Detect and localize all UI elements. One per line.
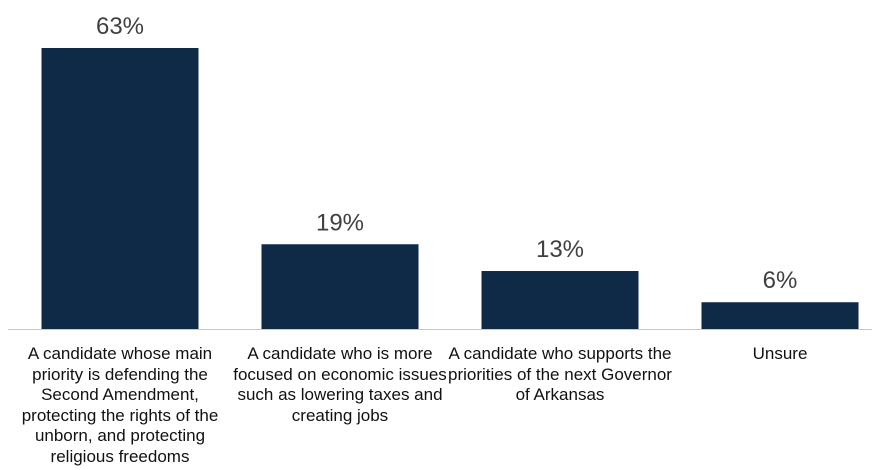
category-label-3: Unsure: [752, 344, 808, 363]
data-label-1: 19%: [316, 209, 364, 236]
data-label-3: 6%: [763, 267, 798, 294]
bar-1: [261, 244, 419, 329]
data-label-2: 13%: [536, 236, 584, 263]
category-label-0: A candidate whose main priority is defen…: [21, 344, 219, 466]
bar-0: [41, 48, 199, 329]
category-label-2: A candidate who supports the priorities …: [448, 344, 672, 404]
data-label-0: 63%: [96, 13, 144, 40]
bar-3: [701, 302, 859, 329]
category-label-1: A candidate who is more focused on econo…: [233, 344, 447, 425]
bar-2: [481, 271, 639, 329]
